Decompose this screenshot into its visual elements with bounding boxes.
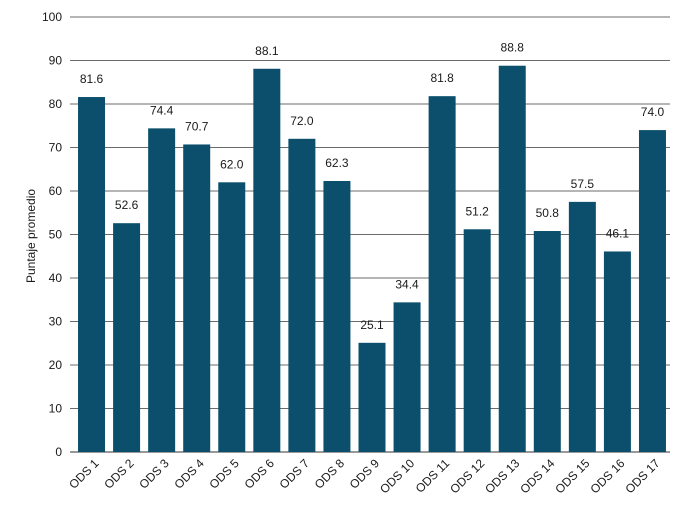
bar [253, 68, 281, 452]
y-tick-label: 80 [49, 97, 63, 111]
bar [183, 144, 211, 452]
y-tick-label: 70 [49, 141, 63, 155]
x-tick-label: ODS 16 [587, 456, 627, 496]
bar [148, 128, 176, 453]
y-tick-label: 10 [49, 402, 63, 416]
x-axis-ticks: ODS 1 ODS 2 ODS 3 ODS 4 ODS 5 ODS 6 ODS 7 ODS 8… [66, 456, 663, 496]
x-tick-label: ODS 17 [623, 456, 663, 496]
x-tick-label: ODS 1 [66, 456, 102, 492]
bar [603, 251, 631, 452]
x-tick-label: ODS 3 [136, 456, 172, 492]
data-label: 88.1 [255, 44, 279, 58]
data-label: 50.8 [536, 206, 560, 220]
x-tick-label: ODS 5 [207, 456, 243, 492]
data-label: 62.3 [325, 156, 349, 170]
y-axis-title: Puntaje promedio [24, 189, 38, 283]
x-tick-label: ODS 12 [447, 456, 487, 496]
data-label: 46.1 [606, 226, 630, 240]
y-tick-label: 50 [49, 228, 63, 242]
y-axis-ticks: 0 10 20 30 40 50 60 70 80 90 100 [42, 10, 62, 459]
bar [568, 201, 596, 452]
bars [78, 65, 666, 453]
data-label: 62.0 [220, 157, 244, 171]
bar [498, 65, 526, 452]
data-label: 81.6 [80, 72, 104, 86]
data-labels: 81.6 52.6 74.4 70.7 62.0 88.1 72.0 62.3 25.1 34.4… [80, 41, 665, 332]
data-label: 88.8 [501, 41, 525, 55]
x-tick-label: ODS 14 [517, 456, 557, 496]
data-label: 70.7 [185, 119, 209, 133]
x-tick-label: ODS 15 [552, 456, 592, 496]
x-tick-label: ODS 7 [277, 456, 313, 492]
y-tick-label: 40 [49, 271, 63, 285]
x-tick-label: ODS 13 [482, 456, 522, 496]
bar [638, 130, 666, 452]
bar [288, 138, 316, 453]
y-tick-label: 60 [49, 184, 63, 198]
data-label: 74.4 [150, 103, 174, 117]
y-tick-label: 20 [49, 358, 63, 372]
x-tick-label: ODS 11 [413, 456, 453, 496]
bar [533, 231, 561, 452]
bar [393, 302, 421, 452]
data-label: 34.4 [395, 277, 419, 291]
data-label: 51.2 [465, 204, 489, 218]
y-tick-label: 0 [55, 445, 62, 459]
bar [358, 342, 386, 452]
bar [78, 97, 106, 452]
bar [323, 180, 351, 452]
x-tick-label: ODS 8 [312, 456, 348, 492]
y-tick-label: 90 [49, 54, 63, 68]
bar [428, 96, 456, 453]
x-tick-label: ODS 4 [171, 456, 207, 492]
x-tick-label: ODS 10 [377, 456, 417, 496]
x-tick-label: ODS 6 [242, 456, 278, 492]
x-tick-label: ODS 2 [101, 456, 137, 492]
bar [218, 182, 246, 453]
data-label: 52.6 [115, 198, 139, 212]
bar [113, 223, 141, 452]
bar [463, 229, 491, 452]
data-label: 57.5 [571, 177, 595, 191]
data-label: 72.0 [290, 114, 314, 128]
data-label: 81.8 [430, 71, 454, 85]
data-label: 25.1 [360, 318, 384, 332]
y-tick-label: 100 [42, 10, 62, 24]
data-label: 74.0 [641, 105, 665, 119]
y-tick-label: 30 [49, 315, 63, 329]
